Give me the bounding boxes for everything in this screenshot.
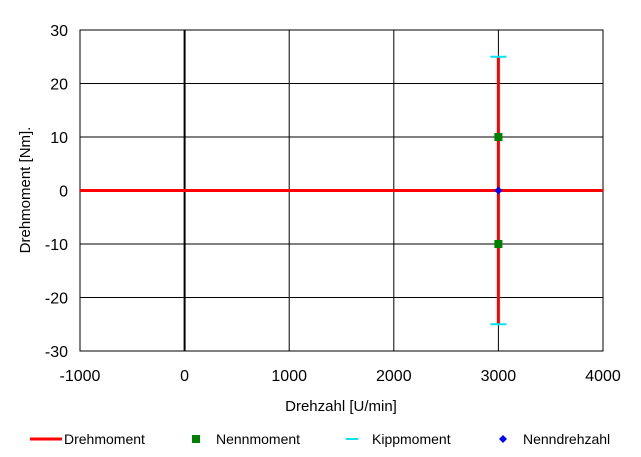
y-tick-label: -30 (45, 344, 68, 361)
x-tick-label: -1000 (60, 368, 101, 385)
y-tick-label: 30 (50, 23, 68, 40)
tick-label-layer: -1000 0 1000 2000 3000 4000 -30 -20 -10 0 10 20 30 (45, 23, 621, 385)
legend-swatch-nennmoment (192, 435, 200, 443)
y-axis-title: Drehmoment [Nm]. (17, 127, 34, 254)
x-tick-label: 2000 (376, 368, 412, 385)
x-axis-title: Drehzahl [U/min] (285, 398, 397, 415)
x-tick-label: 3000 (481, 368, 517, 385)
marker-nennmoment (494, 133, 503, 141)
series-layer (80, 55, 603, 326)
y-tick-label: 20 (50, 77, 68, 94)
y-tick-label: -20 (45, 291, 68, 308)
legend-label-nenndrehzahl: Nenndrehzahl (523, 431, 610, 447)
legend: Drehmoment Nennmoment Kippmoment Nenndrehza… (30, 431, 610, 447)
legend-swatch-nenndrehzahl (499, 435, 507, 443)
marker-nennmoment (494, 240, 503, 248)
x-tick-label: 0 (180, 368, 189, 385)
x-tick-label: 4000 (585, 368, 621, 385)
y-tick-label: 10 (50, 130, 68, 147)
legend-label-drehmoment: Drehmoment (64, 431, 145, 447)
y-tick-label: -10 (45, 237, 68, 254)
legend-label-nennmoment: Nennmoment (216, 431, 300, 447)
y-tick-label: 0 (59, 184, 68, 201)
marker-nenndrehzahl (494, 186, 503, 195)
x-tick-label: 1000 (271, 368, 307, 385)
legend-label-kippmoment: Kippmoment (372, 431, 451, 447)
